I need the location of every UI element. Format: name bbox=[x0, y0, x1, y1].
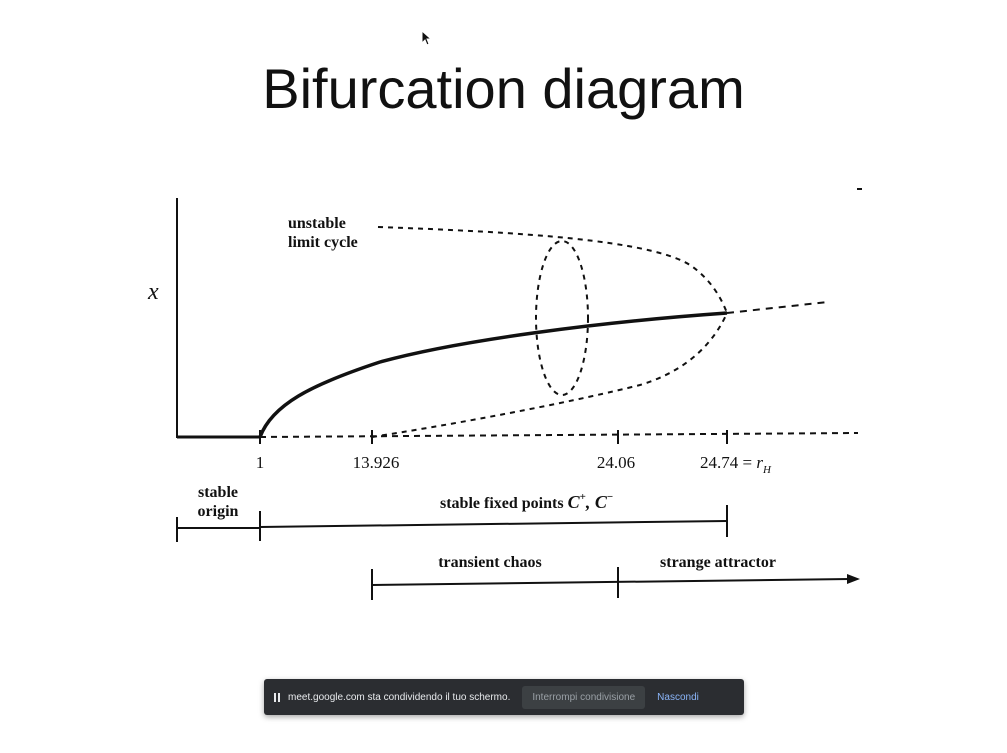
pause-icon[interactable] bbox=[274, 692, 280, 702]
region-strange-attractor-label: strange attractor bbox=[660, 554, 776, 571]
region-stable-origin-line1: stable bbox=[198, 484, 238, 501]
tick-label: 1 bbox=[256, 453, 265, 472]
tick-label-rh: 24.74 = rH bbox=[700, 453, 772, 476]
tick-label: 24.06 bbox=[597, 453, 635, 472]
limit-cycle-label-line2: limit cycle bbox=[288, 234, 358, 251]
y-axis-label: x bbox=[147, 279, 159, 305]
stable-fixed-point-curve bbox=[258, 311, 728, 438]
stop-sharing-button[interactable]: Interrompi condivisione bbox=[522, 685, 646, 709]
arrowhead-icon bbox=[847, 574, 860, 584]
region-fixed-points-label: stable fixed points C+, C− bbox=[440, 491, 613, 512]
share-message: meet.google.com sta condividendo il tuo … bbox=[288, 691, 511, 703]
chaos-bracket bbox=[371, 578, 851, 586]
unstable-origin-line bbox=[259, 432, 859, 438]
limit-cycle-orbit bbox=[535, 240, 589, 396]
fixed-points-bracket bbox=[259, 520, 728, 528]
region-stable-origin-line2: origin bbox=[198, 503, 239, 520]
unstable-fixed-point-continuation bbox=[726, 301, 829, 314]
limit-cycle-lower-branch bbox=[371, 312, 728, 438]
mouse-cursor-icon bbox=[421, 30, 431, 46]
limit-cycle-label-line1: unstable bbox=[288, 215, 346, 232]
slide-title: Bifurcation diagram bbox=[262, 57, 745, 120]
region-transient-chaos-label: transient chaos bbox=[438, 554, 542, 571]
screen-share-bar: meet.google.com sta condividendo il tuo … bbox=[264, 679, 744, 715]
hide-button[interactable]: Nascondi bbox=[657, 691, 699, 703]
tick-label: 13.926 bbox=[353, 453, 400, 472]
limit-cycle-upper-branch bbox=[377, 226, 728, 314]
